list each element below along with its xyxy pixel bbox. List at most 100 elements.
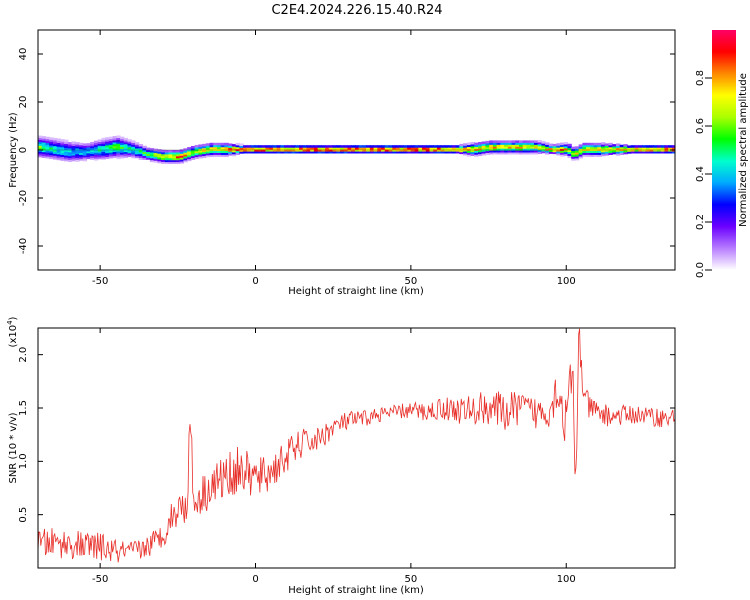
heatmap-cell xyxy=(97,147,102,150)
heatmap-cell xyxy=(485,140,490,144)
heatmap-cell xyxy=(101,141,106,145)
heatmap-cell xyxy=(507,146,513,149)
heatmap-cell xyxy=(671,145,675,148)
heatmap-cell xyxy=(75,147,80,151)
heatmap-cell xyxy=(597,144,602,148)
heatmap-cell xyxy=(90,149,95,153)
heatmap-cell xyxy=(164,157,170,161)
heatmap-cell xyxy=(224,144,229,148)
heatmap-cell xyxy=(231,147,237,151)
heatmap-cell xyxy=(112,138,117,141)
heatmap-cell xyxy=(161,153,166,157)
heatmap-cell xyxy=(183,148,188,151)
heatmap-cell xyxy=(496,151,501,155)
heatmap-cell xyxy=(444,145,449,148)
heatmap-cell xyxy=(601,149,606,153)
heatmap-cell xyxy=(463,145,468,148)
heatmap-cell xyxy=(38,135,43,139)
heatmap-cell xyxy=(243,145,248,148)
heatmap-cell xyxy=(269,150,274,154)
heatmap-cell xyxy=(660,145,666,148)
heatmap-cell xyxy=(496,148,501,151)
heatmap-cell xyxy=(64,154,69,158)
heatmap-cell xyxy=(131,140,136,143)
heatmap-cell xyxy=(545,144,550,147)
heatmap-cell xyxy=(615,143,621,146)
heatmap-cell xyxy=(522,150,528,153)
heatmap-cell xyxy=(537,147,542,151)
colorbar-ticks: 0.0 0.2 0.4 0.6 0.8 xyxy=(695,70,712,278)
heatmap-cell xyxy=(138,145,144,149)
heatmap-cell xyxy=(504,144,509,147)
heatmap-cell xyxy=(64,141,69,145)
heatmap-cell xyxy=(328,147,334,150)
heatmap-cell xyxy=(500,142,505,145)
heatmap-cell xyxy=(601,151,606,155)
heatmap-cell xyxy=(440,145,446,148)
heatmap-cell xyxy=(67,153,73,157)
heatmap-cell xyxy=(194,145,199,148)
heatmap-cell xyxy=(108,153,114,157)
heatmap-cell xyxy=(500,146,505,149)
heatmap-cell xyxy=(97,156,102,160)
heatmap-cell xyxy=(313,150,319,154)
heatmap-cell xyxy=(541,143,546,146)
snr-ylabel: SNR (10 * v/v) xyxy=(8,412,19,483)
heatmap-cell xyxy=(287,150,293,154)
heatmap-cell xyxy=(220,142,226,146)
heatmap-cell xyxy=(108,146,114,149)
heatmap-cell xyxy=(120,136,125,140)
heatmap-cell xyxy=(459,151,464,155)
heatmap-cell xyxy=(630,147,636,150)
heatmap-cell xyxy=(552,145,557,149)
heatmap-cell xyxy=(649,150,654,154)
heatmap-cell xyxy=(157,151,162,154)
heatmap-cell xyxy=(49,150,54,154)
heatmap-cell xyxy=(190,149,196,153)
heatmap-cell xyxy=(52,157,58,160)
heatmap-cell xyxy=(548,145,554,149)
heatmap-cell xyxy=(313,145,319,148)
heatmap-cell xyxy=(336,150,341,154)
heatmap-cell xyxy=(656,150,662,154)
heatmap-cell xyxy=(634,150,639,154)
heatmap-cell xyxy=(131,146,136,149)
heatmap-cell xyxy=(168,155,173,159)
heatmap-cell xyxy=(489,150,494,153)
heatmap-cell xyxy=(175,150,181,153)
heatmap-cell xyxy=(660,150,666,154)
heatmap-cell xyxy=(149,159,155,163)
heatmap-cell xyxy=(537,151,542,154)
heatmap-cell xyxy=(90,145,95,149)
heatmap-cell xyxy=(429,145,434,148)
heatmap-cell xyxy=(623,151,628,155)
heatmap-cell xyxy=(567,155,572,158)
heatmap-cell xyxy=(120,153,125,157)
heatmap-cell xyxy=(507,148,513,151)
heatmap-cell xyxy=(522,144,528,147)
heatmap-cell xyxy=(589,146,595,150)
heatmap-cell xyxy=(589,150,595,153)
heatmap-cell xyxy=(574,157,580,161)
heatmap-cell xyxy=(220,152,226,155)
heatmap-cell xyxy=(97,145,102,148)
heatmap-cell xyxy=(86,146,91,150)
heatmap-cell xyxy=(466,148,472,151)
heatmap-cell xyxy=(202,153,207,156)
heatmap-cell xyxy=(511,151,516,155)
heatmap-cell xyxy=(526,148,531,151)
heatmap-cell xyxy=(269,145,274,148)
heatmap-cell xyxy=(604,153,610,156)
heatmap-cell xyxy=(108,142,114,145)
heatmap-cell xyxy=(86,150,91,154)
heatmap-cell xyxy=(82,151,88,154)
heatmap-cell xyxy=(134,147,140,151)
heatmap-cell xyxy=(328,150,334,154)
heatmap-cell xyxy=(231,144,237,147)
heatmap-cell xyxy=(563,145,569,149)
heatmap-cell xyxy=(45,155,50,159)
heatmap-cell xyxy=(608,152,613,155)
heatmap-cell xyxy=(235,150,240,154)
heatmap-cell xyxy=(261,147,267,150)
heatmap-cell xyxy=(45,138,50,142)
